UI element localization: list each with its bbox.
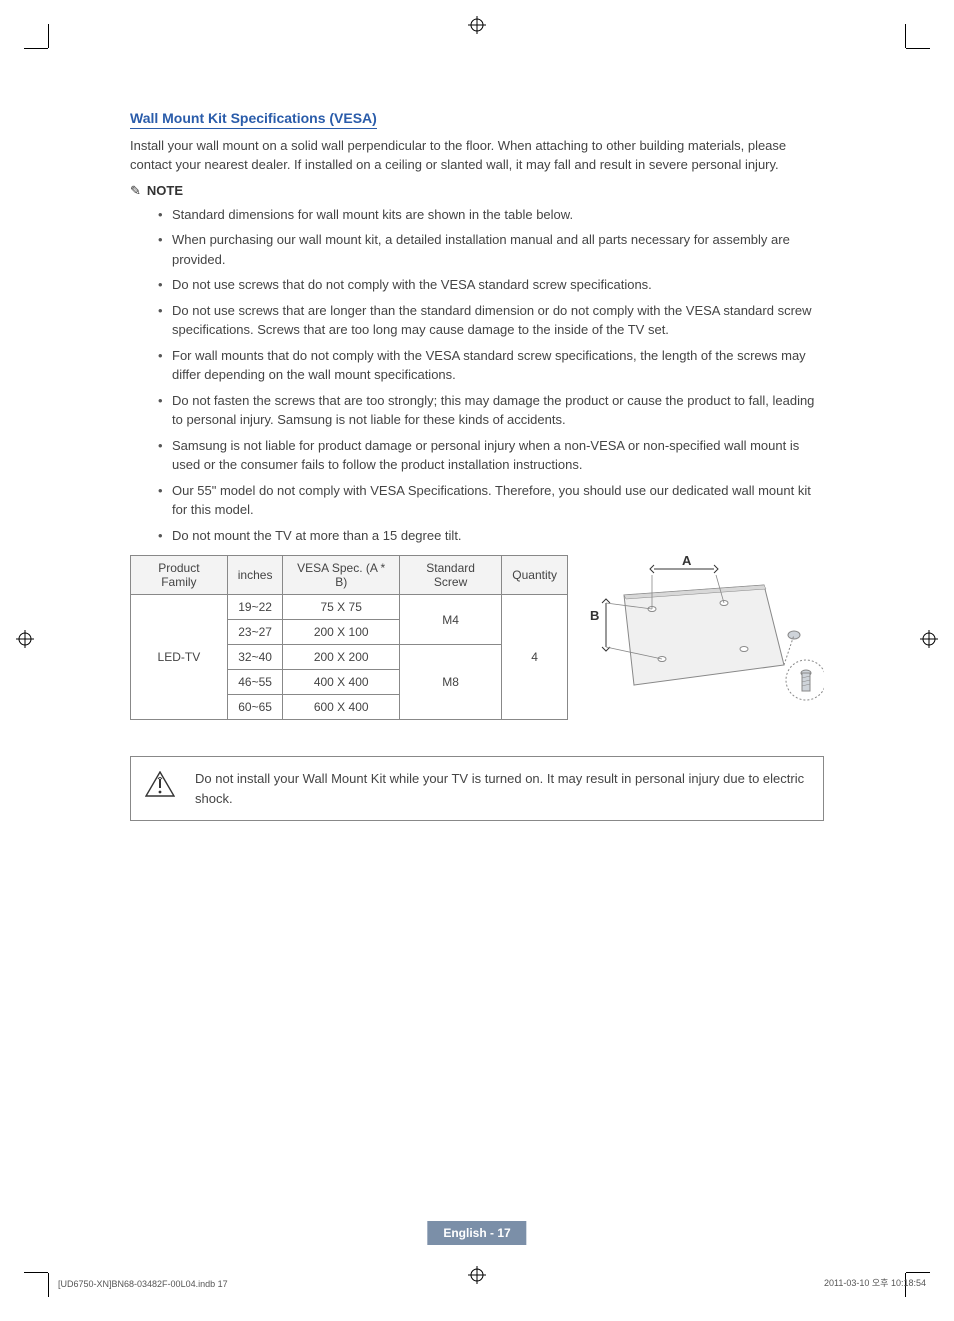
cell-product-family: LED-TV <box>131 595 228 720</box>
registration-mark <box>920 630 938 653</box>
note-item: Our 55" model do not comply with VESA Sp… <box>158 481 824 520</box>
footer-filename: [UD6750-XN]BN68-03482F-00L04.indb 17 <box>58 1279 228 1289</box>
col-qty: Quantity <box>502 556 568 595</box>
cell-screw: M4 <box>399 595 501 645</box>
table-row: LED-TV 19~22 75 X 75 M4 4 <box>131 595 568 620</box>
cell-vesa: 400 X 400 <box>283 670 399 695</box>
registration-mark <box>16 630 34 653</box>
note-item: Do not use screws that do not comply wit… <box>158 275 824 295</box>
registration-mark <box>468 1266 486 1289</box>
screw-icon <box>801 670 811 691</box>
cell-inches: 23~27 <box>227 620 283 645</box>
page-number-badge: English - 17 <box>427 1221 526 1245</box>
col-product-family: Product Family <box>131 556 228 595</box>
crop-mark <box>880 34 920 74</box>
page-content: Wall Mount Kit Specifications (VESA) Ins… <box>0 0 954 881</box>
mount-plate-diagram: A B <box>584 555 824 710</box>
warning-text: Do not install your Wall Mount Kit while… <box>195 769 809 808</box>
note-list: Standard dimensions for wall mount kits … <box>130 205 824 546</box>
note-item: Do not mount the TV at more than a 15 de… <box>158 526 824 546</box>
cell-inches: 32~40 <box>227 645 283 670</box>
note-item: Samsung is not liable for product damage… <box>158 436 824 475</box>
crop-mark <box>34 34 74 74</box>
cell-vesa: 200 X 200 <box>283 645 399 670</box>
cell-vesa: 75 X 75 <box>283 595 399 620</box>
note-item: When purchasing our wall mount kit, a de… <box>158 230 824 269</box>
cell-inches: 46~55 <box>227 670 283 695</box>
cell-inches: 60~65 <box>227 695 283 720</box>
warning-icon <box>145 771 175 802</box>
warning-box: Do not install your Wall Mount Kit while… <box>130 756 824 821</box>
section-heading: Wall Mount Kit Specifications (VESA) <box>130 110 377 129</box>
col-screw: Standard Screw <box>399 556 501 595</box>
note-item: Do not use screws that are longer than t… <box>158 301 824 340</box>
cell-qty: 4 <box>502 595 568 720</box>
diagram-label-b: B <box>590 608 599 623</box>
note-item: Standard dimensions for wall mount kits … <box>158 205 824 225</box>
vesa-spec-table: Product Family inches VESA Spec. (A * B)… <box>130 555 568 720</box>
table-header-row: Product Family inches VESA Spec. (A * B)… <box>131 556 568 595</box>
col-inches: inches <box>227 556 283 595</box>
note-item: Do not fasten the screws that are too st… <box>158 391 824 430</box>
registration-mark <box>468 16 486 39</box>
col-vesa: VESA Spec. (A * B) <box>283 556 399 595</box>
cell-vesa: 200 X 100 <box>283 620 399 645</box>
cell-inches: 19~22 <box>227 595 283 620</box>
diagram-label-a: A <box>682 555 692 568</box>
note-label: NOTE <box>130 183 824 199</box>
cell-screw: M8 <box>399 645 501 720</box>
cell-vesa: 600 X 400 <box>283 695 399 720</box>
footer-timestamp: 2011-03-10 오후 10:18:54 <box>824 1276 926 1289</box>
note-item: For wall mounts that do not comply with … <box>158 346 824 385</box>
intro-paragraph: Install your wall mount on a solid wall … <box>130 137 824 175</box>
